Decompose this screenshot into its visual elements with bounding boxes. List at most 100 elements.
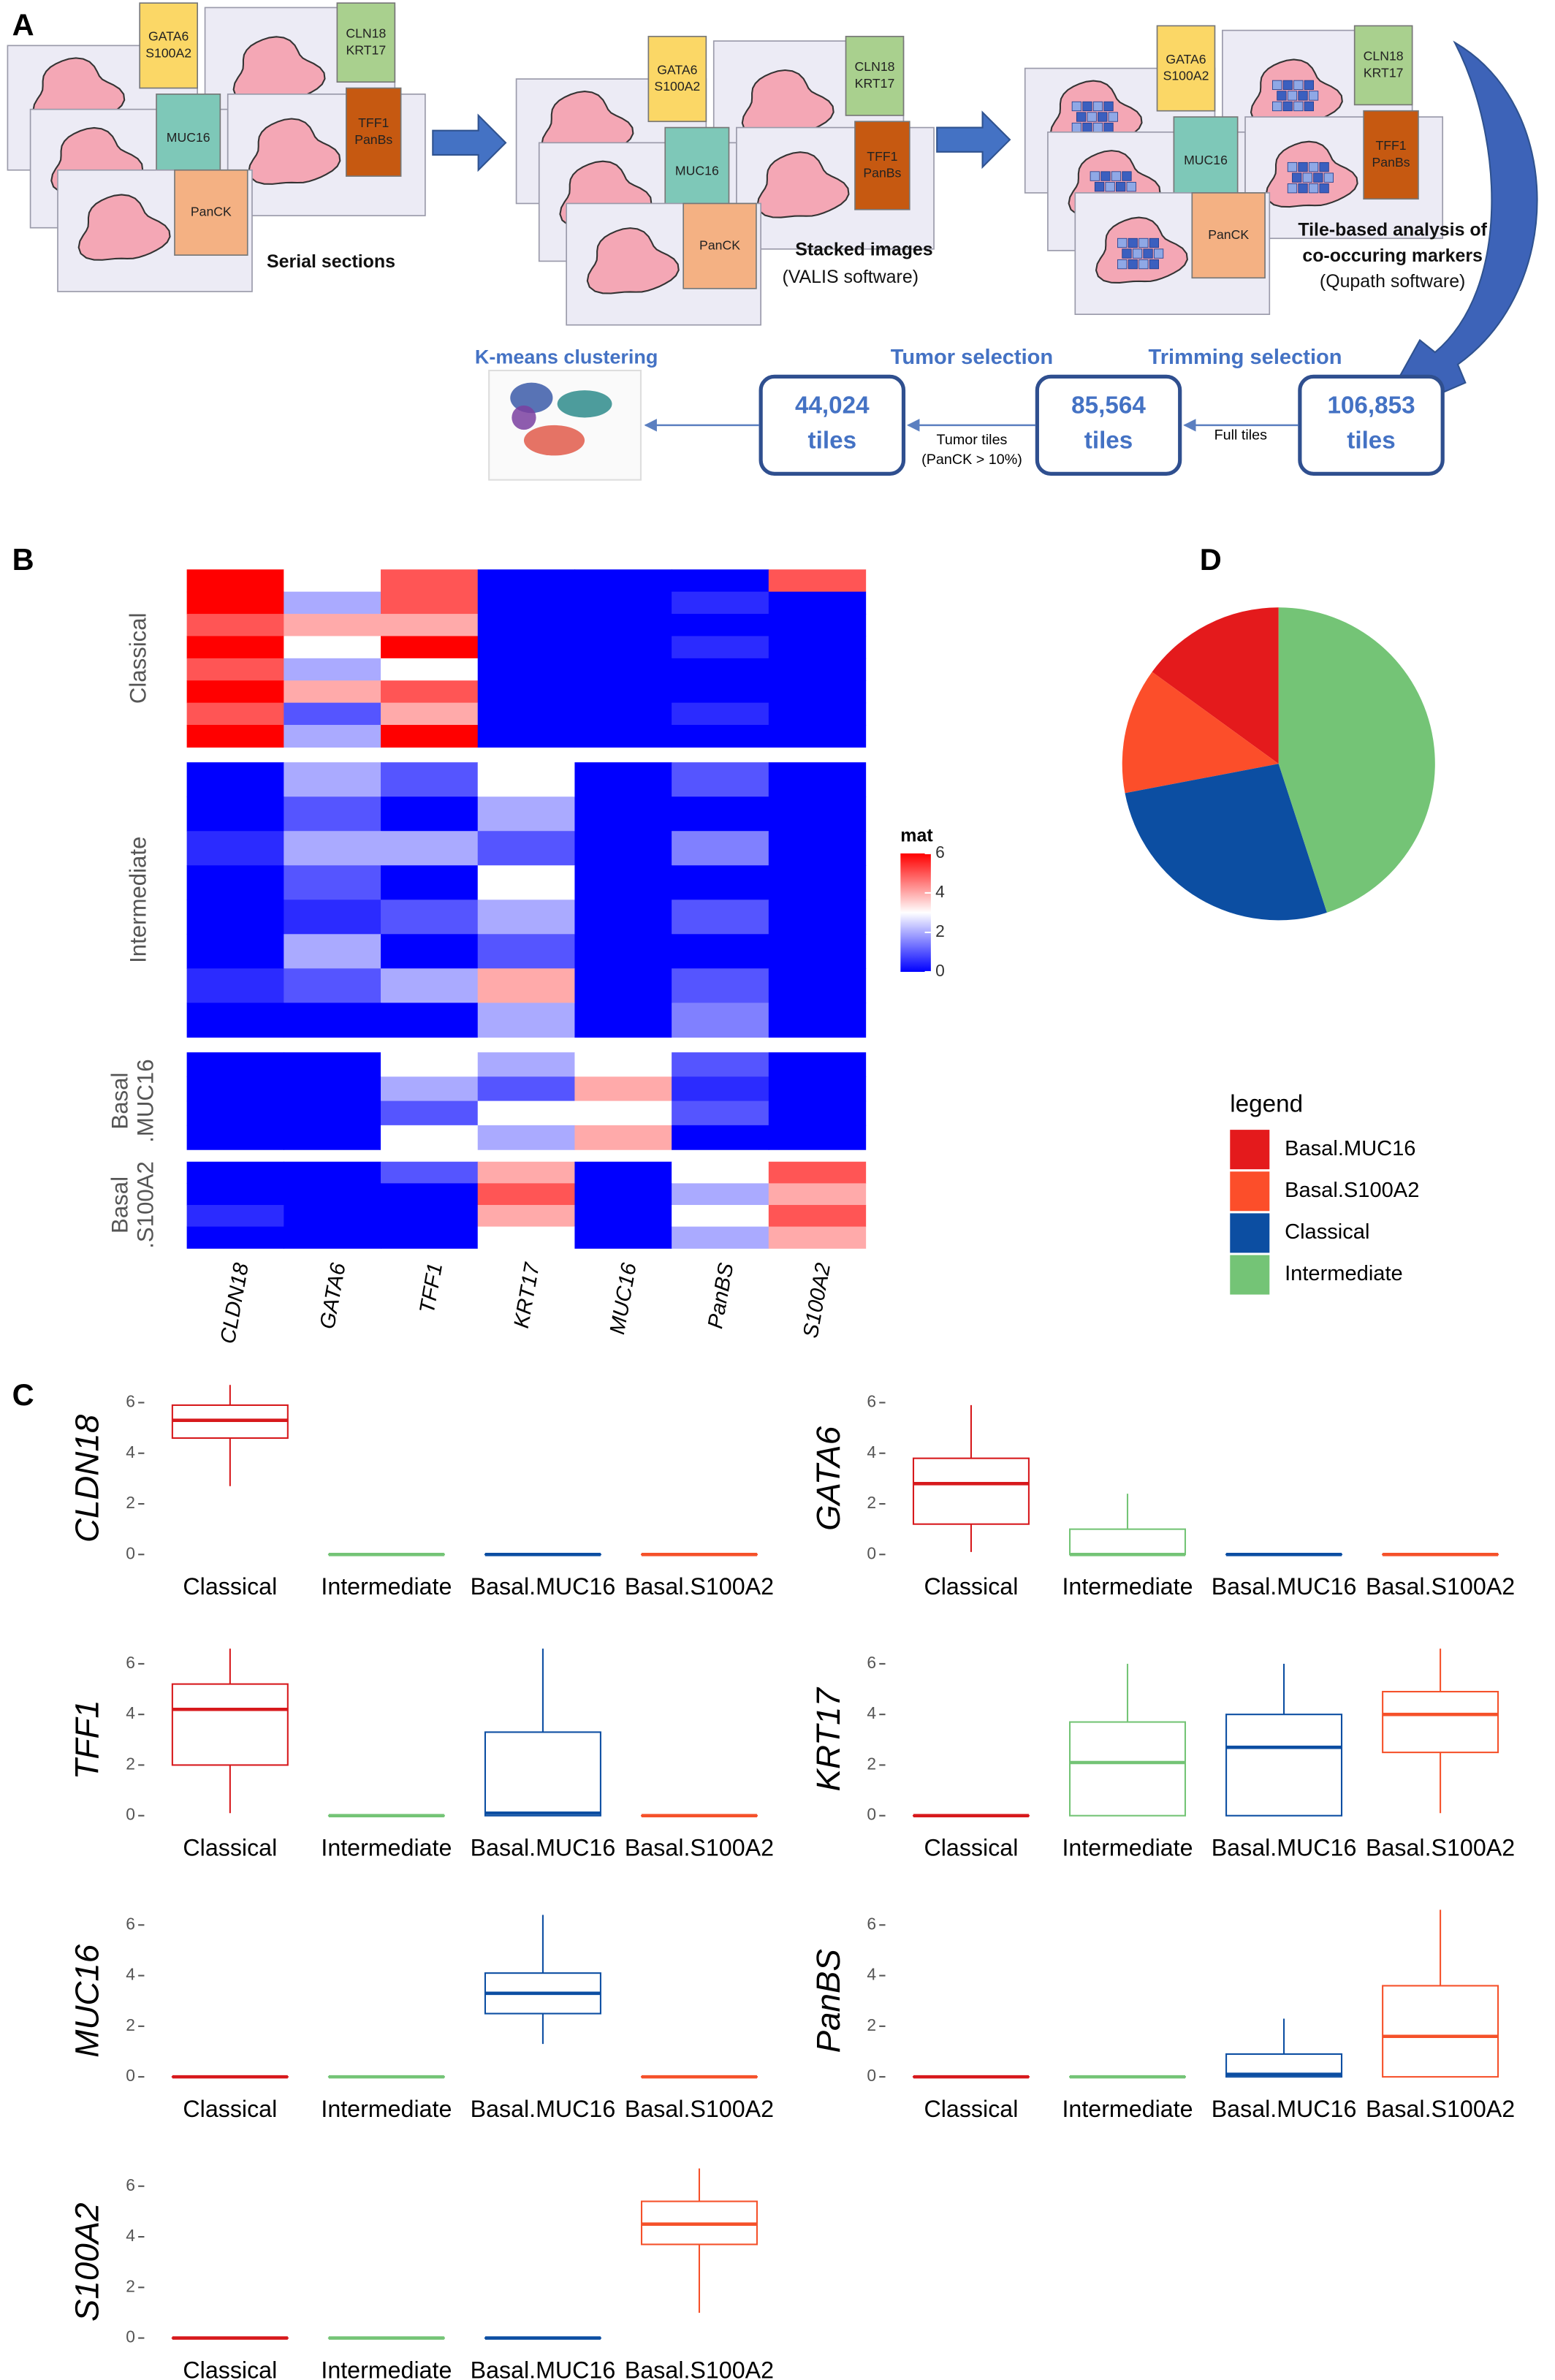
heatmap-cell bbox=[574, 614, 672, 637]
x-tick-label: Intermediate bbox=[1062, 1835, 1193, 1861]
column-label: CLDN18 bbox=[216, 1261, 254, 1345]
arrow-label: Tumor tiles bbox=[937, 432, 1008, 448]
y-tick-label: 6 bbox=[126, 2175, 135, 2194]
colorbar-title: mat bbox=[900, 826, 932, 846]
x-tick-label: Intermediate bbox=[1062, 2096, 1193, 2122]
x-tick-label: Basal.MUC16 bbox=[471, 1573, 616, 1600]
heatmap-cell bbox=[284, 934, 381, 969]
heatmap-cell bbox=[672, 680, 769, 704]
tile bbox=[1092, 122, 1103, 133]
tile bbox=[1287, 161, 1298, 172]
y-tick-label: 0 bbox=[126, 2066, 135, 2085]
heatmap-cell bbox=[768, 831, 867, 866]
y-tick-label: 2 bbox=[867, 2015, 876, 2034]
heatmap-cell bbox=[574, 934, 672, 969]
tile bbox=[1272, 101, 1282, 112]
colorbar-tick-label: 6 bbox=[935, 843, 945, 862]
heatmap-cell bbox=[381, 796, 479, 832]
heatmap-cell bbox=[768, 1183, 867, 1206]
heatmap-cell bbox=[284, 796, 381, 832]
heatmap-cell bbox=[768, 934, 867, 969]
x-tick-label: Intermediate bbox=[321, 2096, 452, 2122]
heatmap-cell bbox=[672, 762, 769, 797]
heatmap-cell bbox=[574, 1161, 672, 1184]
heatmap-cell bbox=[574, 1076, 672, 1102]
y-tick-label: 4 bbox=[867, 1442, 876, 1461]
heatmap-cell bbox=[186, 1226, 284, 1249]
y-tick-label: 6 bbox=[126, 1914, 135, 1933]
x-tick-label: Classical bbox=[924, 1573, 1019, 1600]
x-tick-label: Intermediate bbox=[1062, 1573, 1193, 1600]
thumbnail bbox=[488, 370, 642, 481]
pie-slice bbox=[1152, 607, 1279, 764]
heatmap-cell bbox=[186, 725, 284, 748]
marker-label: GATA6 bbox=[657, 62, 697, 77]
heatmap-cell bbox=[574, 1052, 672, 1077]
heatmap-cell bbox=[672, 1003, 769, 1038]
heatmap-cell bbox=[672, 1100, 769, 1126]
heatmap-cell bbox=[381, 614, 479, 637]
y-tick-label: 6 bbox=[867, 1653, 876, 1672]
heatmap-cell bbox=[672, 636, 769, 659]
marker-box bbox=[1353, 25, 1413, 106]
heatmap-cell bbox=[186, 680, 284, 704]
heatmap-cell bbox=[574, 591, 672, 615]
marker-label: GATA6 bbox=[148, 29, 189, 44]
heatmap-cell bbox=[672, 1161, 769, 1184]
count-box bbox=[1298, 374, 1445, 476]
heatmap-cell bbox=[284, 900, 381, 935]
heatmap-cell bbox=[284, 591, 381, 615]
heatmap-cell bbox=[284, 1076, 381, 1102]
heatmap-cell bbox=[186, 591, 284, 615]
heatmap-cell bbox=[574, 1100, 672, 1126]
count-unit: tiles bbox=[1347, 427, 1396, 455]
tile bbox=[1304, 80, 1314, 91]
tile bbox=[1103, 101, 1114, 112]
heatmap-cell bbox=[768, 614, 867, 637]
box-ylabel: S100A2 bbox=[69, 2202, 106, 2322]
heatmap-cell bbox=[186, 614, 284, 637]
marker-label: S100A2 bbox=[145, 45, 191, 60]
heatmap-cell bbox=[186, 934, 284, 969]
marker-label: PanBs bbox=[1372, 155, 1410, 170]
y-tick-label: 2 bbox=[867, 1493, 876, 1512]
heatmap-cell bbox=[477, 900, 576, 935]
heatmap-cell bbox=[672, 591, 769, 615]
box bbox=[1225, 1714, 1343, 1817]
heatmap-cell bbox=[381, 725, 479, 748]
heatmap-cell bbox=[477, 1052, 576, 1077]
marker-box bbox=[845, 36, 905, 116]
tile bbox=[1122, 248, 1132, 259]
tile bbox=[1087, 112, 1097, 122]
tile bbox=[1117, 259, 1128, 270]
marker-label: KRT17 bbox=[855, 76, 895, 91]
tile bbox=[1319, 161, 1329, 172]
heatmap-cell bbox=[768, 865, 867, 900]
marker-label: MUC16 bbox=[167, 130, 210, 145]
x-tick-label: Basal.S100A2 bbox=[1366, 2096, 1515, 2122]
heatmap-cell bbox=[381, 1161, 479, 1184]
heatmap-cell bbox=[186, 1204, 284, 1228]
heatmap-cell bbox=[186, 1125, 284, 1150]
heatmap-cell bbox=[672, 1125, 769, 1150]
tile bbox=[1292, 172, 1302, 183]
tile bbox=[1111, 171, 1122, 181]
box-ylabel: TFF1 bbox=[69, 1700, 106, 1779]
x-tick-label: Basal.MUC16 bbox=[471, 1835, 616, 1861]
tile bbox=[1308, 91, 1319, 101]
y-tick-label: 6 bbox=[867, 1391, 876, 1410]
heatmap-cell bbox=[284, 614, 381, 637]
x-tick-label: Basal.MUC16 bbox=[471, 2096, 616, 2122]
heatmap-cell bbox=[381, 591, 479, 615]
heatmap-cell bbox=[381, 934, 479, 969]
heatmap-cell bbox=[284, 725, 381, 748]
marker-label: PanCK bbox=[699, 237, 740, 252]
marker-label: GATA6 bbox=[1166, 52, 1206, 66]
y-tick-label: 4 bbox=[126, 1703, 135, 1722]
tile bbox=[1287, 91, 1298, 101]
marker-box bbox=[1191, 192, 1266, 279]
y-tick-label: 2 bbox=[126, 1493, 135, 1512]
heatmap-cell bbox=[186, 702, 284, 726]
tile bbox=[1071, 122, 1082, 133]
colorbar-tick-label: 4 bbox=[935, 882, 945, 901]
